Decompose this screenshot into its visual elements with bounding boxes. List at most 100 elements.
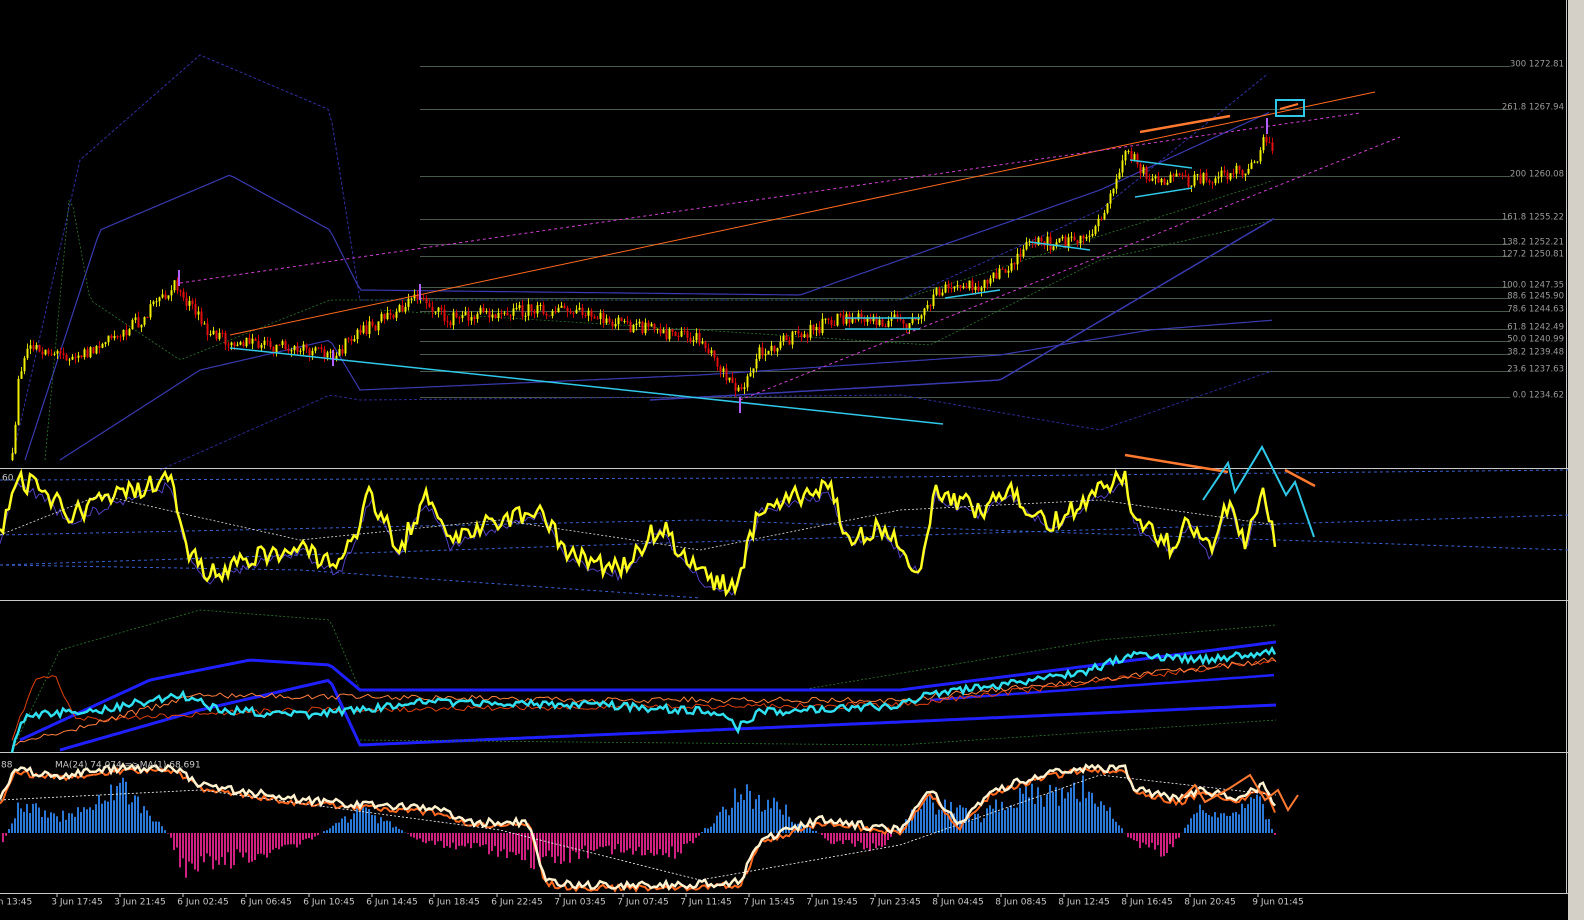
histogram-bar [1160,833,1162,857]
candle-body [725,368,728,381]
time-label: 6 Jun 06:45 [240,898,291,908]
histogram-bar [56,816,58,833]
histogram-bar [1028,797,1030,833]
candle-body [782,335,785,342]
fib-label: 100.0 1247.35 [1502,281,1564,291]
trend-line [179,112,1361,284]
candle-body [1145,167,1148,179]
histogram-bar [431,833,433,841]
histogram-bar [1253,798,1255,833]
candle-body [680,330,683,337]
fib-label: 200 1260.08 [1510,170,1564,180]
candle-body [182,291,185,298]
candle-body [521,305,524,317]
histogram-bar [755,799,757,833]
candle-body [1115,178,1118,189]
candle-body [749,372,752,377]
histogram-bar [1223,813,1225,833]
candle-body [362,325,365,333]
candle-body [116,336,119,338]
candle-body [1268,142,1271,144]
candle-body [896,314,899,318]
candle-body [965,286,968,289]
histogram-bar [1265,819,1267,833]
candle-body [245,337,248,347]
candle-body [137,317,140,328]
fib-label: 0.0 1234.62 [1513,391,1564,401]
candle-body [743,387,746,389]
candle-body [812,324,815,331]
candle-body [1226,172,1229,180]
histogram-bar [563,833,565,862]
histogram-bar [293,833,295,845]
histogram-bar [1040,796,1042,833]
histogram-bar [917,810,919,833]
candle-body [476,313,479,319]
candle-body [1166,182,1169,185]
histogram-bar [23,811,25,833]
histogram-bar [185,833,187,878]
histogram-bar [29,813,31,833]
histogram-bar [854,833,856,847]
fib-label: 261.8 1267.94 [1502,103,1564,113]
histogram-bar [50,812,52,833]
histogram-bar [572,833,574,851]
histogram-bar [107,801,109,833]
histogram-bar [968,816,970,833]
histogram-bar [728,815,730,833]
candle-body [1214,178,1217,184]
time-label: 9 Jun 01:45 [1252,898,1303,908]
histogram-bar [311,833,313,840]
candle-body [1067,237,1070,248]
candle-body [833,324,836,326]
candle-body [893,314,896,318]
candle-body [1148,178,1151,181]
candle-body [443,309,446,321]
histogram-bar [713,823,715,833]
histogram-bar [821,833,823,836]
candle-body [65,354,68,361]
histogram-bar [443,833,445,848]
candle-body [1055,242,1058,247]
histogram-bar [908,821,910,833]
histogram-bar [1229,816,1231,833]
candle-body [713,350,716,358]
histogram-bar [287,833,289,845]
candle-body [101,344,104,348]
candle-body [1079,235,1082,244]
candle-body [434,311,437,313]
candle-body [908,323,911,329]
histogram-bar [377,823,379,833]
histogram-bar [233,833,235,866]
trend-line [1124,453,1229,474]
histogram-bar [911,809,913,833]
histogram-bar [509,833,511,852]
osc-signal [0,481,1276,596]
candle-body [266,340,269,342]
histogram-bar [512,833,514,853]
histogram-bar [602,833,604,848]
histogram-bar [146,810,148,833]
candle-body [500,312,503,314]
candle-body [1187,176,1190,187]
histogram-bar [983,818,985,833]
candle-body [1082,235,1085,239]
histogram-bar [11,823,13,833]
histogram-bar [1001,801,1003,833]
histogram-bar [1052,791,1054,833]
time-label: 8 Jun 20:45 [1184,898,1235,908]
candle-body [770,345,773,351]
band [59,678,1277,752]
histogram-bar [596,833,598,850]
labels: 60 88 MA(24) 74.074 =>MA(1) 68.691 300 1… [0,60,1564,908]
candle-body [383,313,386,320]
histogram-bar [644,833,646,856]
fib-label: 127.2 1250.81 [1502,250,1564,260]
candle-body [773,345,776,352]
candle-body [1196,174,1199,176]
time-label: 8 Jun 16:45 [1121,898,1172,908]
candle-body [1133,154,1136,160]
candle-body [614,324,617,327]
candle-body [1160,178,1163,183]
histogram-bar [1109,807,1111,833]
